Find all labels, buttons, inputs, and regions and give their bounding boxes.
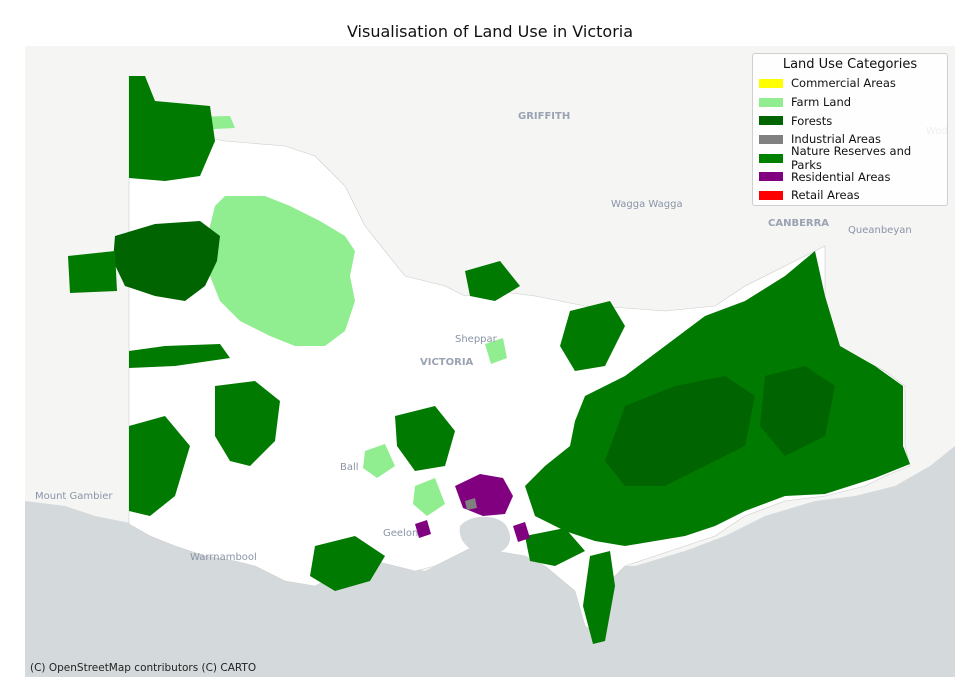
legend-swatch-retail [759, 190, 783, 200]
legend-swatch-farm-land [759, 97, 783, 107]
industrial-melbourne [465, 498, 477, 510]
place-label-queanbeyan: Queanbeyan [848, 225, 912, 236]
forest-murray-1 [465, 261, 520, 301]
map-title: Visualisation of Land Use in Victoria [346, 22, 634, 41]
legend-swatch-residential [759, 172, 783, 182]
forest-wilsons-prom [583, 551, 615, 644]
farmland-northwest [205, 196, 355, 346]
place-label-griffith: GRIFFITH [518, 111, 571, 122]
forest-east-3 [760, 366, 835, 456]
forest-east-2 [605, 376, 755, 486]
place-label-mount-gambier: Mount Gambier [35, 491, 113, 502]
legend-label-industrial: Industrial Areas [791, 132, 882, 147]
legend-title: Land Use Categories [782, 57, 918, 72]
forest-grampians [215, 381, 280, 466]
legend-item-nature-reserves: Nature Reserves and Parks [759, 144, 941, 172]
legend-item-farm-land: Farm Land [759, 93, 941, 112]
legend-label-commercial: Commercial Areas [791, 76, 896, 91]
residential-geelong [415, 520, 431, 538]
forest-little-desert [129, 344, 230, 368]
farmland-ballarat [363, 444, 395, 478]
place-label-canberra: CANBERRA [768, 218, 830, 229]
place-label-shepparton: Sheppar [455, 334, 497, 345]
legend-label-retail: Retail Areas [791, 188, 860, 203]
forest-sunset [113, 221, 220, 301]
legend-swatch-nature-reserves [759, 153, 783, 163]
place-label-warrnambool: Warrnambool [190, 552, 257, 563]
forest-south-gippsland [525, 528, 585, 566]
forest-central [395, 406, 455, 471]
legend-swatch-forests [759, 116, 783, 126]
farmland-shepparton [485, 338, 507, 364]
forest-south-west [129, 416, 190, 516]
residential-cranbourne [513, 522, 530, 542]
forest-otways [310, 536, 385, 591]
place-label-geelong: Geelon [383, 528, 419, 539]
legend-item-forests: Forests [759, 111, 941, 130]
legend-item-commercial: Commercial Areas [759, 74, 941, 93]
place-label-victoria: VICTORIA [420, 357, 474, 368]
forest-murray-sunset [129, 76, 215, 181]
farmland-west-melbourne [413, 478, 445, 516]
legend-swatch-commercial [759, 78, 783, 88]
legend-item-industrial: Industrial Areas [759, 130, 941, 149]
place-label-ballarat: Ball [340, 462, 359, 473]
legend-item-retail: Retail Areas [759, 186, 941, 205]
legend-item-residential: Residential Areas [759, 167, 941, 186]
place-label-wagga-wagga: Wagga Wagga [611, 199, 683, 210]
legend-label-nature-reserves: Nature Reserves and Parks [791, 144, 912, 173]
legend: Land Use Categories Commercial Areas Far… [752, 53, 948, 206]
legend-label-farm-land: Farm Land [791, 95, 852, 110]
port-phillip-bay [459, 516, 511, 555]
legend-label-residential: Residential Areas [791, 169, 891, 184]
forest-wyperfeld [68, 251, 117, 293]
legend-swatch-industrial [759, 134, 783, 144]
forest-alps-north [560, 301, 625, 371]
legend-label-forests: Forests [791, 113, 833, 128]
map-attribution: (C) OpenStreetMap contributors (C) CARTO [30, 662, 257, 674]
